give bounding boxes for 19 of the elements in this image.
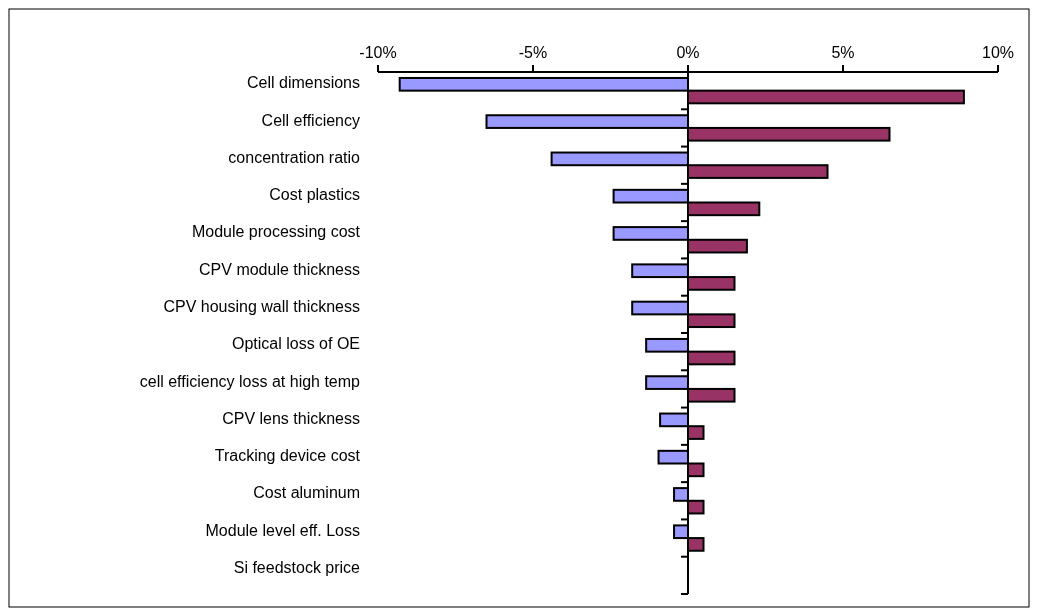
y-tick-label: Tracking device cost: [214, 447, 361, 465]
y-tick-label: Cell efficiency: [261, 111, 360, 129]
y-tick-label: Module processing cost: [191, 223, 361, 241]
x-tick-label: 10%: [981, 44, 1015, 61]
y-tick-label: Si feedstock price: [233, 558, 361, 576]
y-tick-label: Cost aluminum: [253, 484, 360, 502]
y-tick-label: CPV housing wall thickness: [163, 297, 360, 315]
x-tick-label: -5%: [518, 44, 548, 61]
y-tick-label: Module level eff. Loss: [205, 521, 360, 539]
y-tick-label: concentration ratio: [228, 148, 361, 166]
x-tick-label: -10%: [359, 44, 397, 61]
y-tick-label: cell efficiency loss at high temp: [139, 372, 361, 390]
x-tick-label: 5%: [831, 44, 855, 61]
x-tick-label: 0%: [676, 44, 700, 61]
y-tick-label: CPV module thickness: [199, 260, 360, 278]
y-tick-label: Cell dimensions: [247, 74, 360, 92]
y-tick-label: Optical loss of OE: [231, 335, 360, 353]
y-tick-label: Cost plastics: [269, 186, 360, 204]
y-tick-label: CPV lens thickness: [222, 409, 360, 427]
